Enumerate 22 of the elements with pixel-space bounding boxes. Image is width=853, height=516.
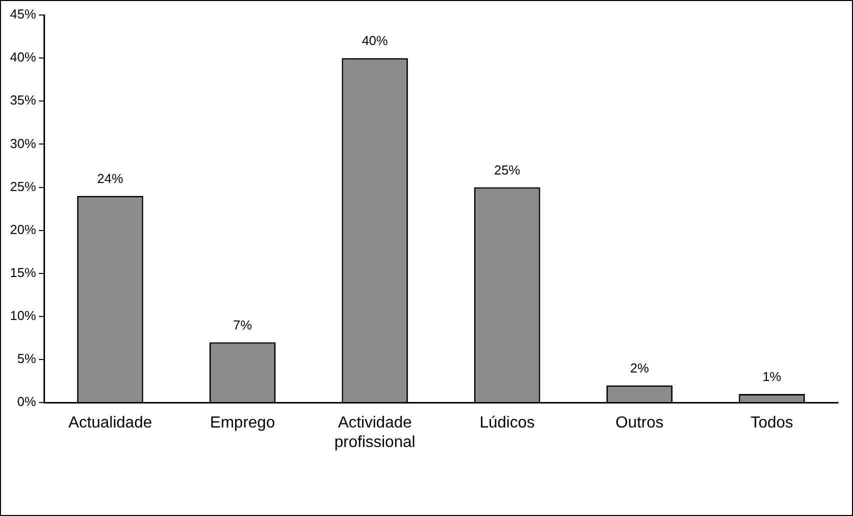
y-tick-label: 15% — [10, 264, 36, 280]
x-tick-label: Todos — [750, 414, 794, 432]
x-tick-label: Outros — [615, 414, 664, 432]
data-label: 24% — [97, 170, 124, 186]
y-tick-label: 20% — [10, 222, 36, 237]
y-tick-label: 45% — [10, 6, 36, 22]
y-tick-label: 35% — [10, 92, 36, 108]
data-label: 1% — [762, 369, 782, 384]
data-label: 7% — [233, 317, 252, 332]
x-tick-label: Lúdicos — [480, 414, 535, 432]
y-tick-label: 25% — [10, 178, 36, 194]
y-tick-label: 30% — [10, 136, 36, 151]
data-label: 2% — [630, 360, 650, 376]
y-tick-label: 10% — [10, 308, 36, 324]
x-tick-label: Emprego — [210, 414, 276, 432]
data-label: 40% — [362, 33, 388, 48]
data-label: 25% — [494, 162, 521, 178]
x-tick-label: Actividade profissional — [334, 414, 416, 451]
y-tick-label: 0% — [17, 394, 36, 410]
y-tick-label: 5% — [17, 351, 36, 366]
y-tick-label: 40% — [10, 50, 36, 65]
x-tick-label: Actualidade — [68, 414, 152, 432]
